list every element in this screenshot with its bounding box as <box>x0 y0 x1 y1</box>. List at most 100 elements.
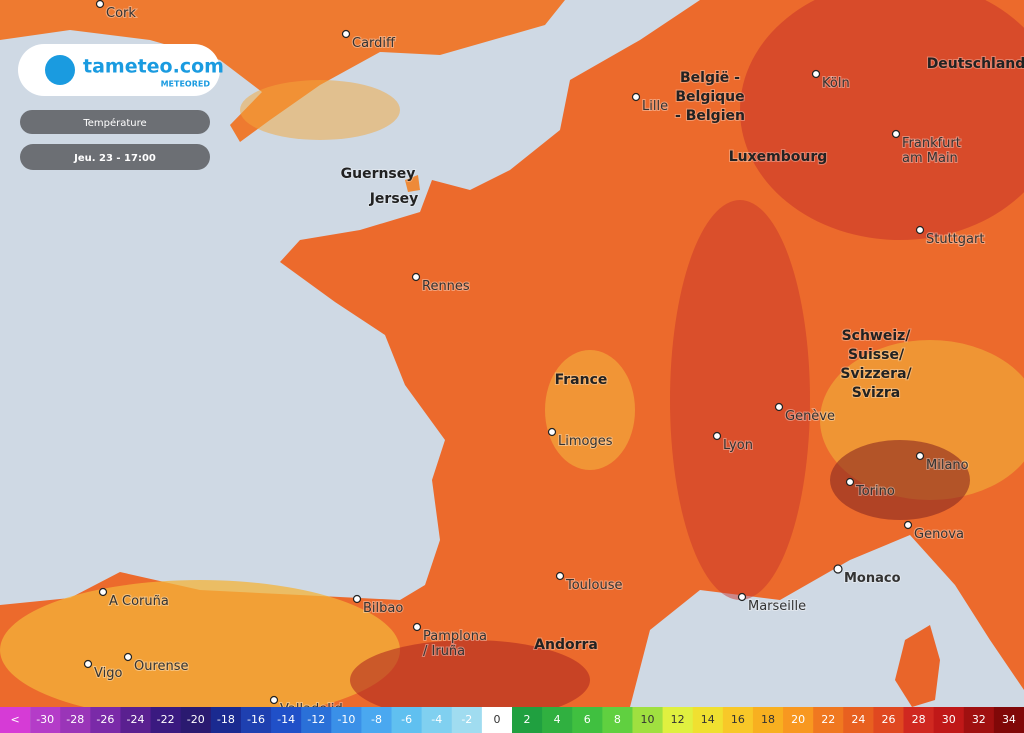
country-label-line: België - <box>680 70 740 86</box>
layer-button[interactable] <box>20 110 210 134</box>
legend-label: -28 <box>66 713 84 726</box>
city-label-line: Frankfurt <box>902 136 961 151</box>
city-label: Vigo <box>94 666 122 681</box>
legend-cell <box>722 707 754 733</box>
country-label-line: Jersey <box>369 191 419 207</box>
city-label: Stuttgart <box>926 232 984 247</box>
city-label-line: Stuttgart <box>926 232 984 247</box>
city-label: Lyon <box>723 438 753 453</box>
cool-patch <box>545 350 635 470</box>
legend-label: -12 <box>307 713 325 726</box>
legend-label: 22 <box>821 713 835 726</box>
city-label: Milano <box>926 458 969 473</box>
city-dot <box>547 427 557 437</box>
legend-cell <box>180 707 212 733</box>
legend-label: 18 <box>761 713 775 726</box>
cool-patch <box>0 580 400 720</box>
legend-cell <box>421 707 453 733</box>
legend-label: -20 <box>187 713 205 726</box>
time-button[interactable] <box>20 144 210 170</box>
legend-label: -14 <box>277 713 295 726</box>
heat-patch <box>740 0 1024 240</box>
city-dot <box>98 587 108 597</box>
city-label-line: Rennes <box>422 279 470 294</box>
layer-label: Température <box>82 117 146 129</box>
city-dot <box>352 594 362 604</box>
legend-cell <box>993 707 1024 733</box>
legend-label: 10 <box>641 713 655 726</box>
city-label: Cardiff <box>352 36 396 51</box>
legend-label: -2 <box>461 713 472 726</box>
city-label-line: / Iruña <box>423 644 465 659</box>
legend: < -30 -28 -26 -24 -22 -20 -18 -16 -14 -12 -10 -8 -6 -4… <box>0 707 1024 733</box>
country-label-line: Suisse/ <box>848 347 905 363</box>
legend-cell <box>783 707 814 733</box>
city-label-line: Milano <box>926 458 969 473</box>
cool-patch <box>240 80 400 140</box>
city-dot <box>845 477 855 487</box>
heat-patch <box>670 200 810 600</box>
city-dot <box>95 0 105 9</box>
city-dot <box>811 69 821 79</box>
legend-cell <box>903 707 935 733</box>
city-label: Bilbao <box>363 601 403 616</box>
city-label: Köln <box>822 76 850 91</box>
legend-label: 24 <box>851 713 865 726</box>
legend-label: 14 <box>701 713 715 726</box>
legend-cell <box>301 707 332 733</box>
legend-label: 32 <box>972 713 986 726</box>
legend-label: -26 <box>96 713 114 726</box>
legend-label: -24 <box>127 713 145 726</box>
legend-label: 6 <box>584 713 591 726</box>
country-label: Jersey <box>369 191 419 207</box>
city-label-line: Pamplona <box>423 629 487 644</box>
legend-label: -4 <box>431 713 442 726</box>
city-label-line: Köln <box>822 76 850 91</box>
city-label: A Coruña <box>109 594 169 609</box>
city-label-line: Cork <box>106 6 136 21</box>
labels: Cork Cardiff Lille Köln Frankfurt am Main Stut… <box>83 0 1024 733</box>
legend-label: -18 <box>217 713 235 726</box>
city-label: Frankfurt am Main <box>902 136 961 166</box>
legend-cell <box>331 707 362 733</box>
legend-cell <box>361 707 393 733</box>
logo-brand: METEORED <box>161 80 211 89</box>
legend-cell <box>210 707 242 733</box>
heat-patch <box>830 440 970 520</box>
legend-label: 30 <box>942 713 956 726</box>
country-label: Schweiz/Suisse/Svizzera/Svizra <box>840 328 912 401</box>
country-label-line: Deutschland <box>927 56 1024 72</box>
legend-label: 26 <box>881 713 895 726</box>
city-label: Genève <box>785 409 835 424</box>
legend-label: 8 <box>614 713 621 726</box>
legend-label: 34 <box>1002 713 1016 726</box>
city-dot <box>891 129 901 139</box>
city-label-line: Cardiff <box>352 36 396 51</box>
time-label: Jeu. 23 - 17:00 <box>73 153 156 164</box>
city-label-line: Marseille <box>748 599 806 614</box>
legend-cell <box>120 707 152 733</box>
city-label-line: am Main <box>902 151 958 166</box>
country-label-line: France <box>555 372 608 388</box>
legend-cell <box>813 707 844 733</box>
legend-cell <box>512 707 543 733</box>
logo-icon <box>45 55 75 85</box>
logo[interactable]: tameteo.com METEORED <box>18 44 224 96</box>
legend-cell <box>843 707 874 733</box>
legend-cell <box>391 707 423 733</box>
city-dot <box>83 659 93 669</box>
city-label-line: Limoges <box>558 434 613 449</box>
city-label-line: Torino <box>855 484 895 499</box>
country-label-line: Andorra <box>534 637 598 653</box>
city-label: Toulouse <box>565 578 623 593</box>
logo-box[interactable] <box>18 44 220 96</box>
city-label: Cork <box>106 6 136 21</box>
city-label-line: Toulouse <box>565 578 623 593</box>
country-label-line: Guernsey <box>341 166 416 182</box>
city-label-line: Bilbao <box>363 601 403 616</box>
legend-cell <box>240 707 272 733</box>
land-uk <box>0 0 565 142</box>
legend-cell <box>271 707 302 733</box>
city-dot <box>269 695 279 705</box>
